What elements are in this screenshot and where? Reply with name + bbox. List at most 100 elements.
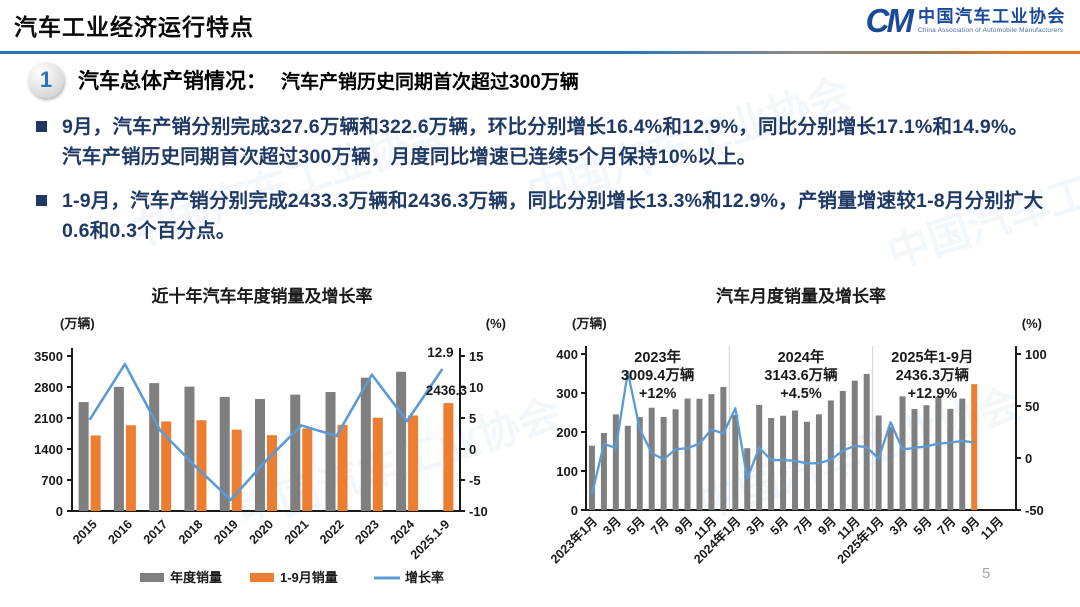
- bullet-item: 1-9月，汽车产销分别完成2433.3万辆和2436.3万辆，同比分别增长13.…: [36, 186, 1046, 247]
- bullet-square-icon: [36, 121, 47, 132]
- x-tick-label: 2018: [176, 517, 206, 547]
- bar: [947, 408, 954, 510]
- bar: [360, 377, 371, 511]
- x-tick-label: 5月: [911, 514, 935, 538]
- bullet-square-icon: [36, 194, 47, 206]
- monthly-sales-chart: 汽车月度销量及增长率 (万辆) (%) 0 100 200 300 400 -50 0 50 100 2…: [548, 286, 1047, 567]
- bar: [684, 398, 691, 510]
- bar: [875, 415, 882, 510]
- y-tick-label: 300: [556, 386, 578, 401]
- page-title: 汽车工业经济运行特点: [14, 14, 254, 40]
- bar: [732, 414, 739, 510]
- legend-swatch-jan-sep: [250, 573, 274, 582]
- bar: [372, 417, 383, 511]
- y-tick-label: 3500: [34, 349, 63, 364]
- bar: [863, 373, 870, 510]
- bar: [923, 405, 930, 510]
- annotation-text: 2025年1-9月: [891, 348, 973, 366]
- org-logo-text: 中国汽车工业协会 China Association of Automobile…: [918, 7, 1066, 34]
- bar: [648, 407, 655, 510]
- bar: [219, 396, 230, 511]
- bar: [720, 386, 727, 510]
- x-tick-label: 2023年1月: [548, 514, 600, 567]
- y2-tick-label: -10: [469, 504, 488, 519]
- right-axis-unit: (%): [486, 316, 506, 331]
- bar: [113, 386, 124, 511]
- y2-tick-label: 10: [469, 380, 483, 395]
- x-tick-label: 2016: [105, 517, 135, 547]
- x-tick-label: 2019: [211, 517, 241, 547]
- section-header: 1 汽车总体产销情况： 汽车产销历史同期首次超过300万辆: [28, 62, 579, 98]
- bar: [125, 425, 136, 511]
- growth-line: [88, 362, 444, 502]
- bar: [899, 396, 906, 510]
- bullet-text: 9月，汽车产销分别完成327.6万辆和322.6万辆，环比分别增长16.4%和1…: [62, 116, 1029, 169]
- y-tick-label: 700: [41, 473, 63, 488]
- bar: [672, 409, 679, 510]
- org-name-cn: 中国汽车工业协会: [918, 6, 1066, 26]
- annotation-text: 2024年: [778, 348, 825, 366]
- bar: [756, 404, 763, 510]
- bar: [612, 414, 619, 510]
- bar: [231, 429, 242, 511]
- legend-label: 年度销量: [170, 570, 222, 585]
- legend-label: 1-9月销量: [280, 570, 338, 585]
- bar: [911, 408, 918, 510]
- bullet-list: 9月，汽车产销分别完成327.6万辆和322.6万辆，环比分别增长16.4%和1…: [36, 112, 1046, 260]
- bar: [396, 371, 407, 511]
- bar: [196, 420, 207, 511]
- y2-tick-label: 15: [469, 349, 483, 364]
- bar: [302, 428, 313, 511]
- left-axis-unit: (万辆): [572, 316, 607, 331]
- y-tick-label: 2800: [34, 380, 63, 395]
- bar: [768, 417, 775, 510]
- bar: [408, 415, 419, 511]
- bar: [267, 435, 277, 511]
- legend-swatch-annual: [140, 573, 164, 582]
- bar: [624, 425, 631, 510]
- bar: [600, 432, 607, 510]
- bar: [708, 394, 715, 510]
- bar: [78, 402, 89, 511]
- section-title: 汽车总体产销情况：: [78, 70, 267, 93]
- bar: [290, 394, 301, 511]
- y-tick-label: 0: [56, 504, 63, 519]
- bullet-item: 9月，汽车产销分别完成327.6万辆和322.6万辆，环比分别增长16.4%和1…: [36, 112, 1046, 173]
- x-tick-label: 5月: [624, 514, 648, 538]
- y2-tick-label: 0: [1025, 451, 1032, 466]
- bar: [660, 416, 667, 510]
- x-tick-label: 2017: [141, 517, 171, 547]
- x-tick-label: 5月: [768, 514, 792, 538]
- x-tick-label: 3月: [600, 514, 624, 538]
- y2-tick-label: -5: [469, 473, 481, 488]
- annotation-text: 2436.3万辆: [896, 366, 970, 384]
- bar: [443, 403, 454, 511]
- bar: [935, 396, 942, 510]
- chart-title: 汽车月度销量及增长率: [716, 286, 886, 306]
- bar: [696, 398, 703, 510]
- growth-line: [590, 370, 975, 495]
- x-tick-label: 2024: [388, 517, 418, 547]
- x-tick-label: 2023: [352, 517, 382, 547]
- bar: [90, 435, 101, 511]
- y-tick-label: 2100: [34, 411, 63, 426]
- org-logo: CM 中国汽车工业协会 China Association of Automob…: [866, 4, 1066, 37]
- x-tick-label: 3月: [744, 514, 768, 538]
- org-name-en: China Association of Automobile Manufact…: [918, 27, 1064, 35]
- bar: [887, 426, 894, 510]
- cam-monogram-icon: CM: [865, 2, 914, 39]
- x-tick-label: 2015: [70, 517, 100, 547]
- bar: [325, 392, 336, 511]
- x-tick-label: 7月: [648, 514, 672, 538]
- bar: [636, 417, 643, 510]
- annual-sales-chart: 近十年汽车年度销量及增长率 (万辆) (%) 0 700 1400 2100 2800 3500…: [34, 286, 506, 585]
- annotation-text: +4.5%: [780, 386, 822, 402]
- bar: [827, 400, 834, 510]
- y-tick-label: 100: [556, 464, 578, 479]
- bar: [255, 398, 265, 511]
- line-end-label: 12.9: [427, 345, 453, 360]
- bar: [803, 421, 810, 510]
- annotation-text: 3009.4万辆: [621, 366, 695, 384]
- bar: [149, 383, 160, 511]
